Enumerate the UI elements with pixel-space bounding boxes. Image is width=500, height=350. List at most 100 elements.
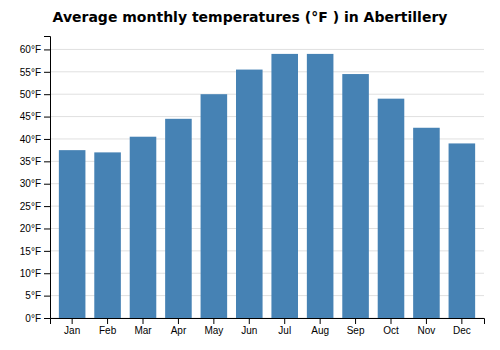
y-tick-label: 0°F	[25, 313, 41, 324]
y-tick-mark	[44, 72, 50, 73]
x-tick-mark	[143, 318, 144, 324]
y-tick-mark	[44, 251, 50, 252]
x-tick-mark	[213, 318, 214, 324]
y-tick-label: 10°F	[20, 268, 41, 279]
x-tick-mark	[72, 318, 73, 324]
bar	[271, 54, 298, 318]
y-tick: 15°F	[20, 246, 50, 257]
y-tick-label: 15°F	[20, 246, 41, 257]
y-tick: 25°F	[20, 201, 50, 212]
bar	[94, 152, 121, 318]
x-tick-label: Dec	[453, 325, 471, 336]
x-tick-mark	[320, 318, 321, 324]
y-tick-mark	[44, 94, 50, 95]
x-tick: Jan	[64, 318, 80, 336]
y-tick-label: 60°F	[20, 44, 41, 55]
y-tick-mark	[44, 206, 50, 207]
bar	[413, 128, 440, 318]
chart: Jan Feb Mar Apr May Jun Jul Aug Sep Oct Nov Dec 0°F 5…	[0, 0, 500, 350]
y-tick: 5°F	[25, 290, 50, 301]
y-tick: 30°F	[20, 178, 50, 189]
x-tick-mark	[249, 318, 250, 324]
y-tick: 0°F	[25, 313, 50, 324]
x-tick-mark	[107, 318, 108, 324]
y-tick: 45°F	[20, 111, 50, 122]
x-tick-label: Oct	[383, 325, 399, 336]
grid-line	[50, 116, 484, 117]
x-tick-label: Mar	[134, 325, 152, 336]
y-tick-mark	[44, 273, 50, 274]
x-tick: Jul	[278, 318, 291, 336]
x-tick-label: Sep	[347, 325, 365, 336]
y-tick-label: 55°F	[20, 67, 41, 78]
bar	[165, 119, 192, 318]
x-tick-mark	[178, 318, 179, 324]
x-tick-label: May	[204, 325, 223, 336]
plot: Jan Feb Mar Apr May Jun Jul Aug Sep Oct Nov Dec 0°F 5…	[20, 37, 485, 337]
y-tick-mark	[44, 139, 50, 140]
y-tick-label: 35°F	[20, 156, 41, 167]
y-tick-mark	[44, 296, 50, 297]
y-tick-mark	[44, 228, 50, 229]
x-tick: Dec	[453, 318, 471, 336]
x-tick-mark	[426, 318, 427, 324]
bar	[59, 150, 86, 318]
x-tick-label: Jun	[241, 325, 257, 336]
grid	[50, 49, 484, 318]
y-tick: 10°F	[20, 268, 50, 279]
x-tick-mark	[355, 318, 356, 324]
x-tick: Sep	[347, 318, 365, 336]
y-tick-mark	[44, 318, 50, 319]
grid-line	[50, 71, 484, 72]
x-tick-mark	[284, 318, 285, 324]
y-tick: 50°F	[20, 89, 50, 100]
x-tick-label: Jan	[64, 325, 80, 336]
title: Average monthly temperatures (°F ) in Ab…	[53, 9, 448, 25]
bar	[449, 143, 476, 318]
y-tick: 40°F	[20, 134, 50, 145]
x-tick-mark	[391, 318, 392, 324]
y-tick-mark	[44, 117, 50, 118]
y-tick-mark	[44, 161, 50, 162]
bar	[342, 74, 369, 318]
bar	[201, 94, 228, 318]
y-tick-label: 50°F	[20, 89, 41, 100]
y-tick-label: 25°F	[20, 201, 41, 212]
y-tick-label: 5°F	[25, 290, 41, 301]
x-tick-mark	[461, 318, 462, 324]
bars	[59, 54, 475, 318]
x-tick: Aug	[311, 318, 329, 336]
x-tick: Oct	[383, 318, 399, 336]
y-tick-label: 45°F	[20, 111, 41, 122]
y-tick-label: 40°F	[20, 134, 41, 145]
y-tick-mark	[44, 184, 50, 185]
x-tick: Jun	[241, 318, 257, 336]
grid-line	[50, 94, 484, 95]
grid-line	[50, 49, 484, 50]
y-tick-mark	[44, 49, 50, 50]
y-tick: 55°F	[20, 67, 50, 78]
y-tick-label: 30°F	[20, 178, 41, 189]
y-axis: 0°F 5°F 10°F 15°F 20°F 25°F 30°F 35°F 40°F 45°F 50…	[20, 37, 51, 324]
bar	[130, 137, 157, 318]
x-tick: May	[204, 318, 223, 336]
x-axis: Jan Feb Mar Apr May Jun Jul Aug Sep Oct Nov Dec	[51, 318, 485, 336]
y-tick-label: 20°F	[20, 223, 41, 234]
x-tick-label: Jul	[278, 325, 291, 336]
x-tick-label: Nov	[418, 325, 436, 336]
x-tick-label: Feb	[99, 325, 117, 336]
y-tick: 60°F	[20, 44, 50, 55]
bar	[236, 70, 263, 318]
x-tick-label: Aug	[311, 325, 329, 336]
x-tick-label: Apr	[171, 325, 187, 336]
x-tick: Mar	[134, 318, 152, 336]
y-axis-line	[44, 37, 51, 319]
x-tick: Apr	[171, 318, 187, 336]
y-tick: 35°F	[20, 156, 50, 167]
y-tick: 20°F	[20, 223, 50, 234]
x-axis-line	[51, 319, 485, 325]
x-tick: Nov	[418, 318, 436, 336]
bar	[378, 99, 405, 318]
bar	[307, 54, 334, 318]
x-tick: Feb	[99, 318, 117, 336]
